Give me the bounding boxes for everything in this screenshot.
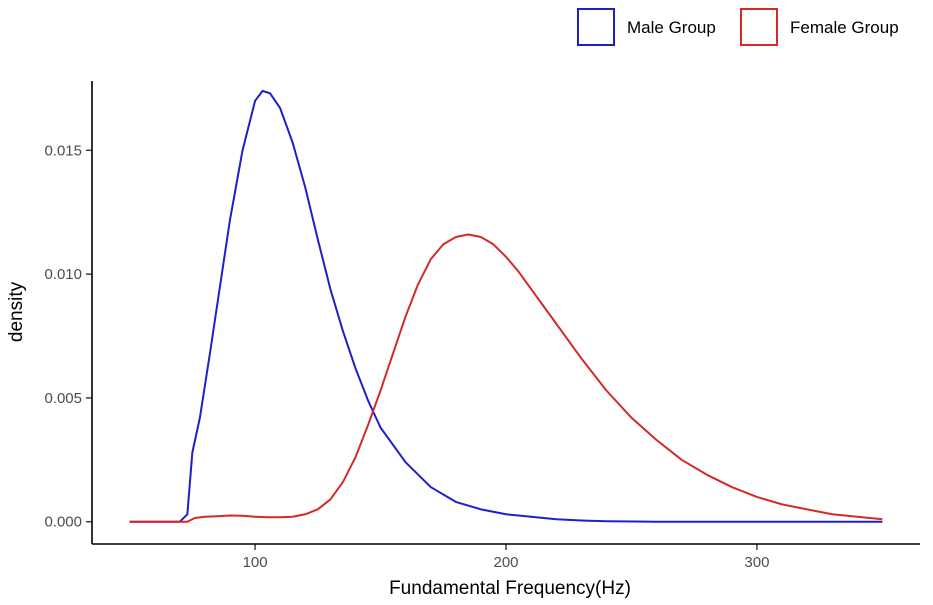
legend-key-male [577, 8, 615, 46]
series-line-female [129, 233, 883, 523]
legend-label-male: Male Group [627, 18, 716, 37]
legend-item-male: Male Group [577, 8, 716, 46]
y-tick-label: 0.015 [44, 142, 82, 159]
legend-key-female [740, 8, 778, 46]
x-tick-label: 100 [243, 554, 268, 571]
x-tick-label: 200 [493, 554, 518, 571]
y-axis-title: density [6, 281, 27, 342]
x-axis-title: Fundamental Frequency(Hz) [389, 578, 631, 599]
series-line-male [129, 89, 883, 523]
y-axis-ticks: 0.000 0.005 0.010 0.015 [44, 142, 92, 531]
legend: Male Group Female Group [577, 8, 899, 46]
x-axis-ticks: 100 200 300 [243, 544, 769, 571]
y-tick-label: 0.005 [44, 390, 82, 407]
y-tick-label: 0.000 [44, 514, 82, 531]
x-tick-label: 300 [744, 554, 769, 571]
y-tick-label: 0.010 [44, 266, 82, 283]
legend-label-female: Female Group [790, 18, 899, 37]
series-layer [129, 89, 883, 523]
legend-item-female: Female Group [740, 8, 899, 46]
